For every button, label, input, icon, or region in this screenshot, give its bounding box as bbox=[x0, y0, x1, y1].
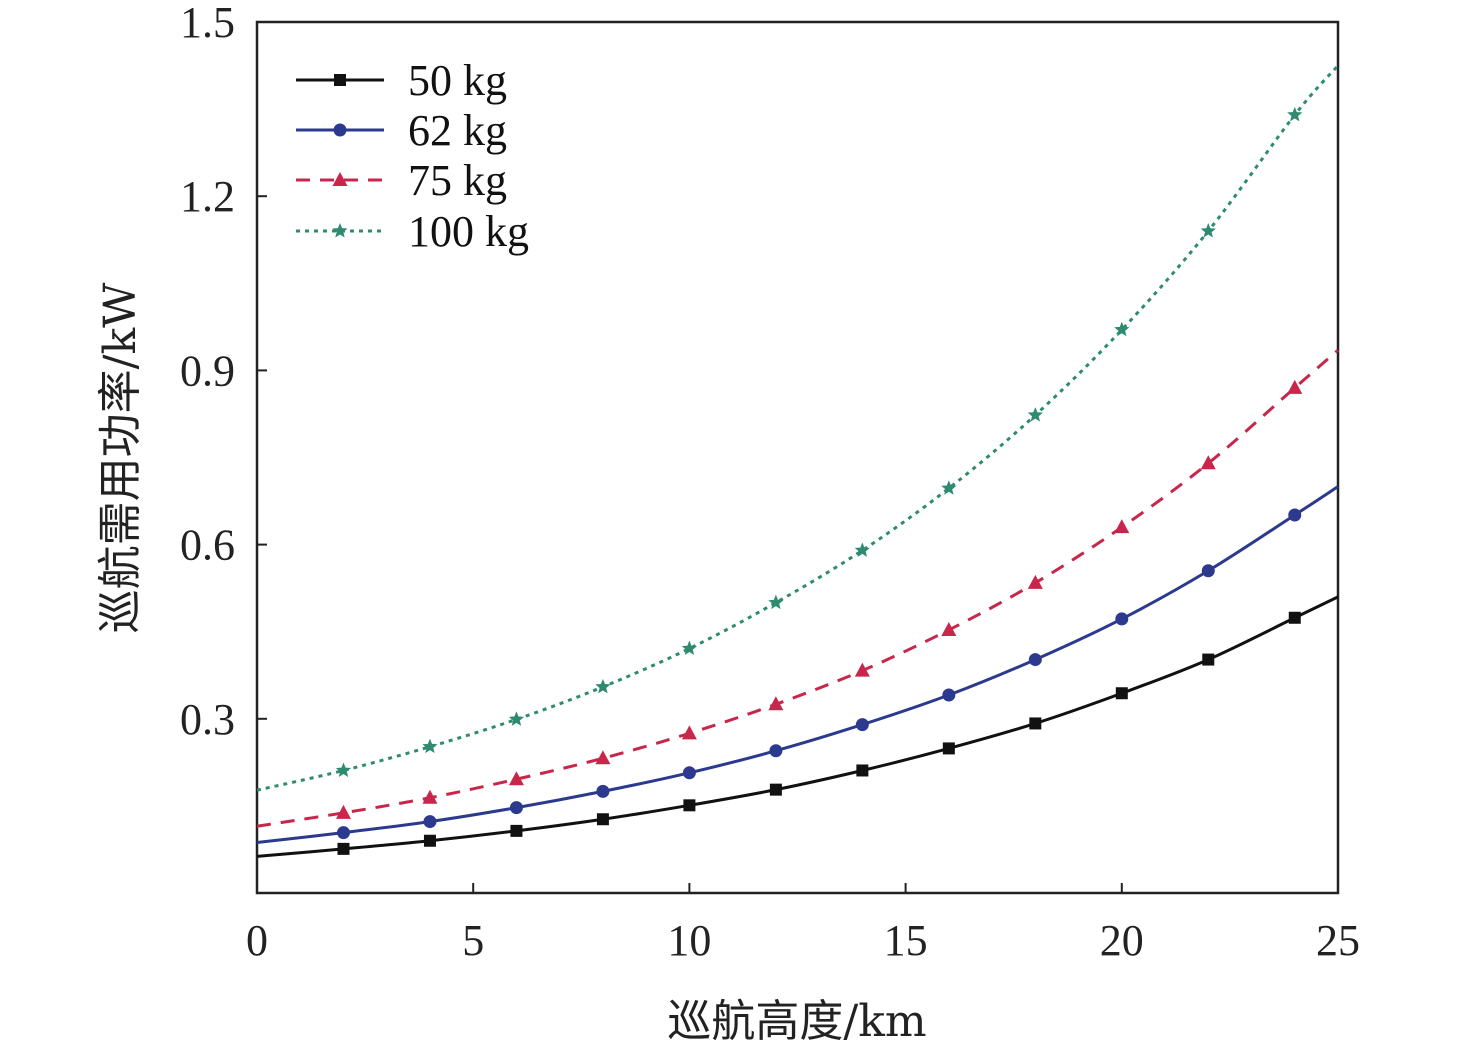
data-point bbox=[510, 824, 523, 837]
data-point bbox=[768, 696, 784, 711]
x-tick-label: 0 bbox=[246, 916, 268, 965]
y-tick-label: 1.2 bbox=[180, 172, 235, 221]
legend-marker bbox=[333, 123, 347, 137]
data-point bbox=[1200, 455, 1216, 470]
data-point bbox=[854, 542, 870, 557]
data-point bbox=[1114, 321, 1130, 337]
data-point bbox=[682, 766, 696, 780]
series-line bbox=[256, 485, 1339, 844]
series-line bbox=[256, 348, 1339, 828]
data-point bbox=[595, 678, 611, 694]
data-point bbox=[1114, 519, 1130, 534]
data-point bbox=[423, 815, 437, 829]
y-tick-label: 0.6 bbox=[180, 521, 235, 570]
data-point bbox=[1201, 564, 1215, 578]
data-point bbox=[335, 762, 352, 777]
legend-label: 75 kg bbox=[408, 156, 507, 205]
data-point bbox=[683, 799, 696, 812]
data-point bbox=[335, 804, 351, 819]
legend-marker bbox=[332, 223, 348, 238]
data-point bbox=[681, 725, 697, 740]
series-layer bbox=[256, 64, 1340, 858]
data-point bbox=[423, 834, 436, 847]
series-62-kg bbox=[256, 485, 1339, 844]
data-point bbox=[1115, 687, 1128, 700]
data-point bbox=[855, 718, 869, 732]
data-point bbox=[769, 744, 783, 758]
data-point bbox=[337, 842, 350, 855]
data-point bbox=[942, 742, 955, 755]
data-point bbox=[336, 826, 350, 840]
data-point bbox=[1287, 379, 1303, 394]
data-point bbox=[595, 750, 611, 765]
legend-label: 100 kg bbox=[408, 207, 529, 256]
plot-frame bbox=[255, 20, 1340, 895]
data-point bbox=[508, 711, 525, 726]
data-point bbox=[596, 813, 609, 826]
y-axis-title: 巡航需用功率/kW bbox=[95, 282, 146, 633]
legend-marker bbox=[334, 74, 346, 86]
data-point bbox=[1115, 612, 1129, 626]
data-point bbox=[681, 640, 698, 656]
legend-marker bbox=[332, 172, 348, 186]
y-tick-label: 1.5 bbox=[180, 0, 235, 47]
data-point bbox=[942, 688, 956, 702]
data-point bbox=[422, 789, 438, 804]
data-point bbox=[422, 738, 438, 754]
x-tick-label: 5 bbox=[462, 916, 484, 965]
x-axis-ticks: 0 5 10 15 20 25 bbox=[246, 883, 1360, 965]
legend-label: 50 kg bbox=[408, 56, 507, 105]
y-axis-ticks: 0.3 0.6 0.9 1.2 1.5 bbox=[180, 0, 267, 744]
data-point bbox=[1200, 223, 1216, 238]
data-point bbox=[941, 621, 957, 636]
series-100-kg bbox=[256, 64, 1340, 792]
data-point bbox=[1202, 653, 1215, 666]
data-point bbox=[941, 480, 957, 495]
x-tick-label: 20 bbox=[1100, 916, 1144, 965]
data-point bbox=[1288, 508, 1302, 522]
x-tick-label: 15 bbox=[884, 916, 928, 965]
legend-label: 62 kg bbox=[408, 106, 507, 155]
series-75-kg bbox=[256, 348, 1339, 828]
data-point bbox=[1027, 407, 1043, 422]
data-point bbox=[596, 784, 610, 798]
x-tick-label: 25 bbox=[1316, 916, 1360, 965]
data-point bbox=[1029, 717, 1042, 730]
series-line bbox=[256, 64, 1340, 792]
x-tick-label: 10 bbox=[667, 916, 711, 965]
data-point bbox=[508, 771, 524, 786]
data-point bbox=[1028, 653, 1042, 667]
x-axis-title: 巡航高度/km bbox=[667, 996, 926, 1047]
y-tick-label: 0.9 bbox=[180, 346, 235, 395]
data-point bbox=[1027, 574, 1043, 589]
data-point bbox=[856, 764, 869, 777]
series-50-kg bbox=[256, 595, 1339, 858]
data-point bbox=[854, 662, 870, 677]
data-point bbox=[1288, 611, 1301, 624]
y-tick-label: 0.3 bbox=[180, 695, 235, 744]
data-point bbox=[769, 783, 782, 796]
data-point bbox=[509, 801, 523, 815]
data-point bbox=[768, 594, 784, 610]
series-line bbox=[256, 595, 1339, 858]
data-point bbox=[1287, 106, 1303, 122]
